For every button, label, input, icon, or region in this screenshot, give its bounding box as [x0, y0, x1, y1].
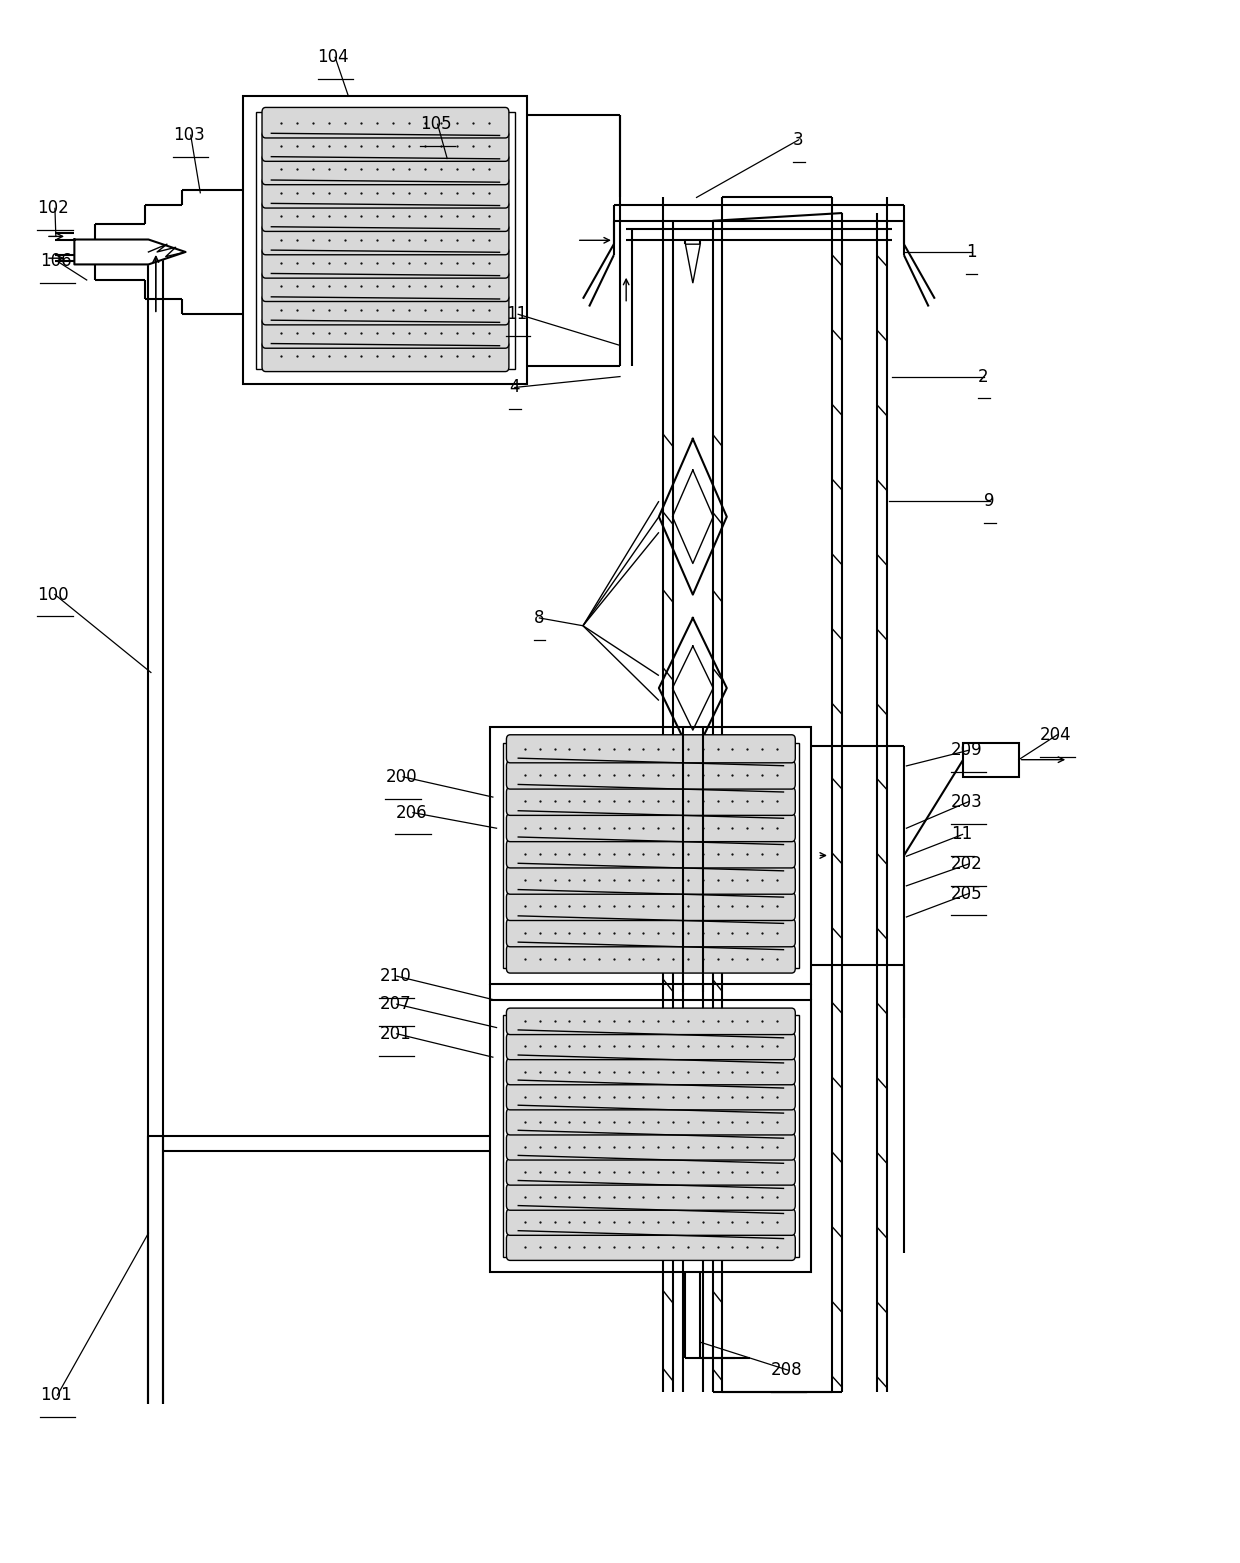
- Text: 106: 106: [40, 252, 72, 270]
- FancyBboxPatch shape: [262, 178, 508, 208]
- Text: 3: 3: [792, 131, 804, 148]
- Bar: [490, 1000, 811, 1272]
- FancyBboxPatch shape: [506, 892, 795, 921]
- Text: 203: 203: [951, 792, 982, 811]
- FancyBboxPatch shape: [506, 788, 795, 816]
- FancyBboxPatch shape: [262, 155, 508, 184]
- Bar: [243, 97, 527, 384]
- Text: 102: 102: [37, 200, 69, 217]
- FancyBboxPatch shape: [506, 1058, 795, 1085]
- FancyBboxPatch shape: [262, 294, 508, 325]
- Text: 202: 202: [951, 855, 982, 874]
- FancyBboxPatch shape: [262, 317, 508, 349]
- Text: 9: 9: [985, 492, 994, 510]
- Text: 204: 204: [1039, 725, 1071, 744]
- Text: 11: 11: [506, 305, 528, 324]
- FancyBboxPatch shape: [262, 224, 508, 255]
- FancyBboxPatch shape: [506, 1083, 795, 1110]
- FancyBboxPatch shape: [506, 1233, 795, 1260]
- Text: 103: 103: [174, 127, 205, 144]
- Bar: [490, 727, 811, 985]
- Text: 201: 201: [379, 1025, 410, 1043]
- Text: 1: 1: [966, 242, 976, 261]
- FancyBboxPatch shape: [262, 270, 508, 302]
- FancyBboxPatch shape: [506, 946, 795, 974]
- Text: 104: 104: [317, 48, 350, 66]
- FancyBboxPatch shape: [506, 1208, 795, 1235]
- FancyBboxPatch shape: [506, 1133, 795, 1160]
- FancyBboxPatch shape: [506, 1183, 795, 1210]
- FancyBboxPatch shape: [506, 866, 795, 894]
- FancyBboxPatch shape: [262, 202, 508, 231]
- Text: 208: 208: [770, 1361, 802, 1379]
- Polygon shape: [74, 239, 186, 264]
- FancyBboxPatch shape: [262, 247, 508, 278]
- Text: 210: 210: [379, 967, 410, 985]
- Bar: [502, 742, 799, 969]
- Text: 200: 200: [386, 767, 417, 786]
- FancyBboxPatch shape: [262, 341, 508, 372]
- FancyBboxPatch shape: [262, 131, 508, 161]
- Text: 209: 209: [951, 741, 982, 760]
- FancyBboxPatch shape: [262, 108, 508, 138]
- FancyBboxPatch shape: [506, 735, 795, 763]
- Text: 207: 207: [379, 996, 410, 1013]
- Bar: [963, 742, 1019, 777]
- Text: 105: 105: [420, 116, 451, 133]
- Bar: [502, 1014, 799, 1257]
- Text: 2: 2: [978, 367, 988, 386]
- FancyBboxPatch shape: [506, 1008, 795, 1035]
- Text: 206: 206: [396, 803, 427, 822]
- Text: 8: 8: [533, 610, 544, 627]
- FancyBboxPatch shape: [506, 761, 795, 789]
- Polygon shape: [686, 244, 701, 283]
- Text: 100: 100: [37, 586, 69, 603]
- FancyBboxPatch shape: [506, 1158, 795, 1185]
- FancyBboxPatch shape: [506, 1033, 795, 1060]
- Text: 101: 101: [40, 1386, 72, 1404]
- Bar: [255, 113, 515, 369]
- Text: 11: 11: [951, 825, 972, 844]
- Text: 4: 4: [508, 378, 520, 397]
- FancyBboxPatch shape: [506, 1108, 795, 1135]
- FancyBboxPatch shape: [506, 919, 795, 947]
- FancyBboxPatch shape: [506, 839, 795, 867]
- Text: 205: 205: [951, 885, 982, 903]
- FancyBboxPatch shape: [506, 814, 795, 841]
